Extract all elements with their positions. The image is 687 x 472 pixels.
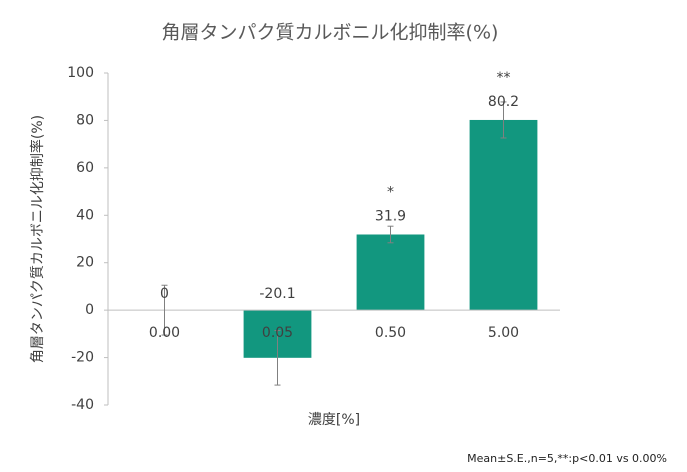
x-tick-label: 0.50 bbox=[375, 325, 406, 341]
footnote: Mean±S.E.,n=5,**:p<0.01 vs 0.00% bbox=[467, 452, 667, 465]
value-label: 31.9 bbox=[375, 208, 406, 224]
significance-mark: * bbox=[387, 184, 394, 200]
error-bar bbox=[500, 101, 507, 139]
x-tick-label: 0.00 bbox=[149, 325, 180, 341]
value-label: 0 bbox=[160, 286, 169, 302]
significance-mark: ** bbox=[497, 70, 511, 86]
chart-title: 角層タンパク質カルボニル化抑制率(%) bbox=[162, 22, 499, 44]
error-bar bbox=[161, 284, 168, 336]
y-axis-label: 角層タンパク質カルボニル化抑制率(%) bbox=[29, 115, 46, 363]
y-tick-label: 60 bbox=[76, 160, 94, 176]
x-tick-label: 5.00 bbox=[488, 325, 519, 341]
error-bar bbox=[274, 330, 281, 386]
bar bbox=[356, 234, 425, 311]
y-tick-label: -20 bbox=[71, 350, 94, 366]
y-tick-label: 20 bbox=[76, 255, 94, 271]
bar bbox=[469, 119, 538, 311]
error-bar bbox=[387, 225, 394, 244]
y-tick-label: 0 bbox=[85, 302, 94, 318]
x-tick-label: 0.05 bbox=[262, 325, 293, 341]
y-tick-label: 100 bbox=[67, 65, 94, 81]
value-label: -20.1 bbox=[259, 286, 295, 302]
value-label: 80.2 bbox=[488, 94, 519, 110]
y-tick-label: -40 bbox=[71, 397, 94, 413]
y-tick-label: 40 bbox=[76, 207, 94, 223]
x-axis-label: 濃度[%] bbox=[308, 412, 360, 428]
y-tick-label: 80 bbox=[76, 112, 94, 128]
